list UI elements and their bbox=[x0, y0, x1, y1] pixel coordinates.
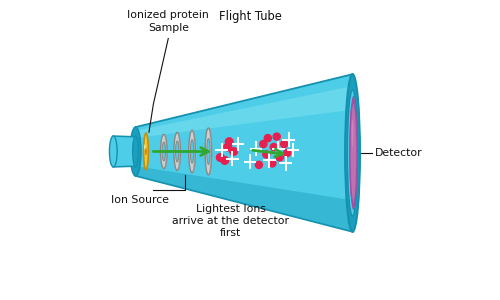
Ellipse shape bbox=[144, 144, 146, 150]
Ellipse shape bbox=[130, 127, 141, 176]
Circle shape bbox=[226, 138, 233, 146]
Ellipse shape bbox=[145, 148, 147, 155]
Ellipse shape bbox=[164, 134, 167, 169]
Ellipse shape bbox=[189, 130, 196, 173]
Ellipse shape bbox=[192, 130, 196, 173]
Circle shape bbox=[224, 143, 232, 151]
Polygon shape bbox=[136, 86, 352, 138]
Ellipse shape bbox=[160, 134, 167, 169]
Text: Flight Tube: Flight Tube bbox=[218, 10, 282, 23]
Ellipse shape bbox=[110, 136, 117, 167]
Circle shape bbox=[263, 151, 270, 158]
Ellipse shape bbox=[176, 141, 179, 162]
Ellipse shape bbox=[207, 139, 210, 164]
Circle shape bbox=[284, 149, 290, 157]
Ellipse shape bbox=[209, 128, 212, 175]
Circle shape bbox=[264, 134, 272, 142]
Circle shape bbox=[276, 154, 283, 161]
Circle shape bbox=[230, 148, 237, 155]
Ellipse shape bbox=[352, 119, 354, 147]
Text: Lightest Ions
arrive at the detector
first: Lightest Ions arrive at the detector fir… bbox=[172, 203, 289, 238]
Ellipse shape bbox=[350, 96, 358, 210]
Circle shape bbox=[270, 143, 278, 151]
Ellipse shape bbox=[345, 74, 360, 232]
Text: Ionized protein
Sample: Ionized protein Sample bbox=[128, 10, 209, 33]
Ellipse shape bbox=[174, 133, 180, 170]
Circle shape bbox=[273, 133, 280, 140]
Circle shape bbox=[280, 140, 287, 148]
Ellipse shape bbox=[144, 133, 148, 170]
Circle shape bbox=[216, 154, 224, 161]
Ellipse shape bbox=[348, 90, 358, 216]
Text: Detector: Detector bbox=[375, 148, 422, 158]
Ellipse shape bbox=[190, 140, 194, 163]
Ellipse shape bbox=[132, 136, 138, 167]
Polygon shape bbox=[136, 74, 352, 232]
Ellipse shape bbox=[350, 102, 357, 204]
Circle shape bbox=[260, 140, 267, 148]
Ellipse shape bbox=[205, 128, 212, 175]
Circle shape bbox=[256, 161, 262, 168]
Circle shape bbox=[221, 157, 228, 164]
Polygon shape bbox=[136, 166, 352, 232]
Ellipse shape bbox=[178, 133, 180, 170]
Ellipse shape bbox=[162, 142, 166, 161]
Text: Ion Source: Ion Source bbox=[111, 195, 169, 205]
Circle shape bbox=[268, 160, 276, 167]
Polygon shape bbox=[114, 136, 136, 167]
